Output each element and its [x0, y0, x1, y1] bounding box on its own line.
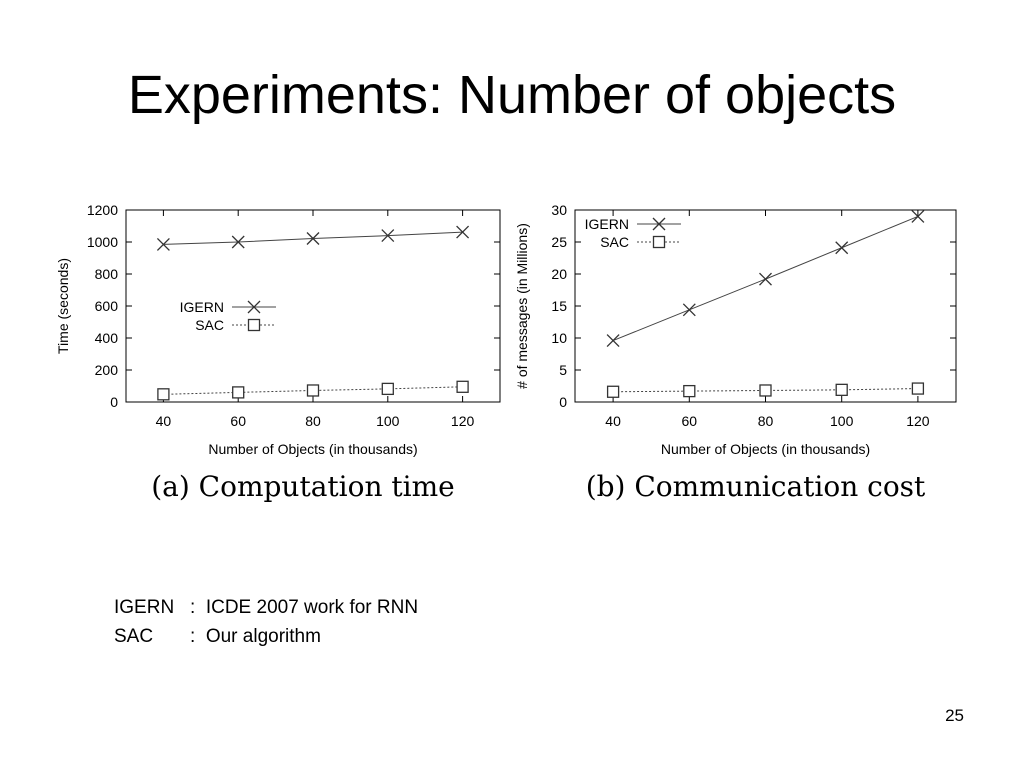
legend-label-igern: IGERN	[180, 299, 224, 315]
marker-stroke	[682, 303, 696, 317]
marker-stroke	[606, 334, 620, 348]
y-tick-label: 400	[95, 330, 119, 346]
y-tick-label: 600	[95, 298, 119, 314]
legend-label-sac: SAC	[600, 234, 629, 250]
y-tick-label: 1200	[87, 202, 118, 218]
x-tick-label: 120	[451, 413, 475, 429]
data-point-igern	[306, 232, 320, 245]
x-tick-label: 100	[830, 413, 854, 429]
x-tick-label: 60	[230, 413, 246, 429]
data-point-sac	[157, 388, 170, 401]
legend-marker-igern	[652, 217, 666, 231]
y-tick-label: 10	[551, 330, 567, 346]
data-point-sac	[835, 383, 848, 396]
marker-stroke	[911, 209, 925, 223]
x-axis-label: Number of Objects (in thousands)	[661, 441, 870, 457]
y-axis-label: Time (seconds)	[55, 258, 71, 354]
note-desc: : Our algorithm	[190, 626, 321, 647]
y-axis-label: # of messages (in Millions)	[514, 223, 530, 389]
y-tick-label: 0	[110, 394, 118, 410]
page-number: 25	[945, 706, 964, 725]
data-point-sac	[456, 380, 469, 393]
data-point-igern	[911, 209, 925, 223]
note-term: IGERN	[114, 597, 175, 618]
slide-title: Experiments: Number of objects	[127, 65, 897, 125]
data-point-sac	[683, 384, 696, 398]
data-point-igern	[682, 303, 696, 317]
note-term: SAC	[114, 626, 154, 647]
data-point-sac	[232, 386, 245, 399]
data-point-igern	[231, 235, 245, 249]
data-point-sac	[911, 382, 925, 395]
x-tick-label: 40	[156, 413, 172, 429]
data-point-igern	[835, 241, 849, 255]
note-desc: : ICDE 2007 work for RNN	[190, 597, 419, 618]
marker-stroke	[231, 235, 245, 249]
data-point-igern	[759, 272, 772, 286]
legend-marker-sac	[247, 318, 261, 332]
y-tick-label: 20	[551, 266, 567, 282]
x-tick-label: 60	[682, 413, 698, 429]
x-tick-label: 80	[305, 413, 321, 429]
marker-stroke	[247, 300, 261, 314]
y-tick-label: 200	[95, 362, 119, 378]
plot-frame	[574, 209, 957, 403]
data-point-sac	[381, 382, 394, 396]
y-tick-label: 30	[551, 202, 567, 218]
marker-stroke	[306, 232, 320, 245]
marker-stroke	[835, 241, 849, 255]
note-igern: IGERN : ICDE 2007 work for RNN	[114, 593, 418, 622]
marker-stroke	[759, 272, 772, 286]
data-point-igern	[456, 225, 470, 239]
data-point-igern	[156, 237, 170, 251]
legend-label-sac: SAC	[195, 317, 224, 333]
marker-stroke	[156, 237, 170, 251]
data-point-sac	[759, 384, 772, 397]
note-sac: SAC : Our algorithm	[114, 622, 418, 651]
x-tick-label: 40	[605, 413, 621, 429]
data-point-igern	[381, 229, 395, 243]
chart-caption: (b) Communication cost	[586, 470, 926, 503]
y-tick-label: 800	[95, 266, 119, 282]
y-tick-label: 25	[551, 234, 567, 250]
y-tick-label: 5	[559, 362, 567, 378]
legend-marker-igern	[247, 300, 261, 314]
data-point-sac	[606, 385, 620, 398]
marker-stroke	[652, 217, 666, 231]
x-tick-label: 80	[758, 413, 774, 429]
x-tick-label: 100	[376, 413, 400, 429]
legend-marker-sac	[652, 235, 666, 249]
y-tick-label: 0	[559, 394, 567, 410]
x-tick-label: 120	[906, 413, 930, 429]
legend-label-igern: IGERN	[585, 216, 629, 232]
chart-computation-time: 0 200 400 600 800 1000 1200 40 60 80 100 120 Number …	[55, 202, 501, 503]
notes: IGERN : ICDE 2007 work for RNN SAC : Our a…	[114, 593, 418, 651]
data-point-igern	[606, 334, 620, 348]
marker-stroke	[381, 229, 395, 243]
chart-caption: (a) Computation time	[151, 470, 455, 503]
chart-communication-cost: 0 5 10 15 20 25 30 40 60 80 100 120 Number of Object…	[514, 202, 957, 503]
y-tick-label: 15	[551, 298, 567, 314]
y-tick-label: 1000	[87, 234, 118, 250]
data-point-sac	[306, 384, 320, 397]
x-axis-label: Number of Objects (in thousands)	[208, 441, 417, 457]
marker-stroke	[456, 225, 470, 239]
